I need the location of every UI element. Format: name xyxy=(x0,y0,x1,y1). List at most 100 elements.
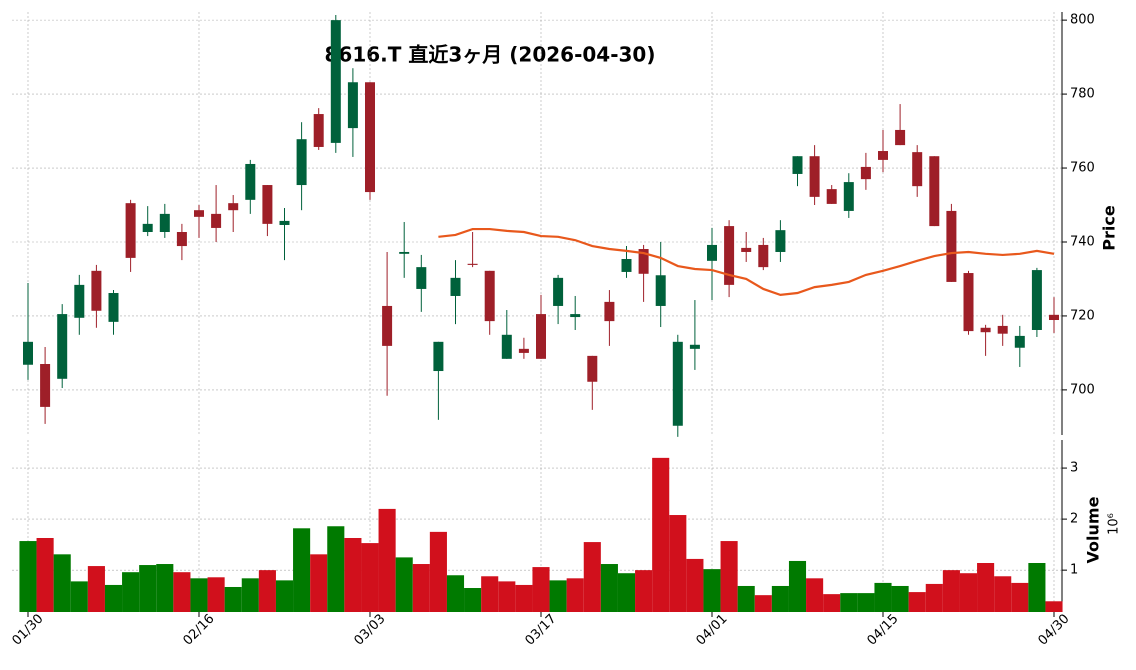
candle-body xyxy=(741,247,752,252)
volume-offset-label: 10⁶ xyxy=(1107,513,1122,535)
y-tick-label: 700 xyxy=(1070,382,1095,397)
y-tick-label: 760 xyxy=(1070,161,1095,176)
volume-bar xyxy=(1011,582,1029,612)
volume-bar xyxy=(994,576,1012,612)
volume-bar xyxy=(122,572,140,612)
candle-body xyxy=(724,226,735,285)
y-tick-label: 720 xyxy=(1070,308,1095,323)
x-tick-label: 04/01 xyxy=(693,611,730,648)
volume-bar xyxy=(840,593,858,612)
volume-bar xyxy=(652,457,670,612)
candle-body xyxy=(963,273,974,332)
candle-body xyxy=(501,334,512,359)
candle-body xyxy=(57,314,68,379)
volume-bar xyxy=(224,586,242,612)
volume-bar xyxy=(583,542,601,612)
volume-bar xyxy=(874,582,892,612)
candle-body xyxy=(484,270,495,322)
x-tick-label: 02/16 xyxy=(180,611,217,648)
candle-body xyxy=(40,364,51,407)
candle-body xyxy=(655,275,666,306)
volume-bar xyxy=(703,569,721,612)
moving-average-line xyxy=(438,227,1055,296)
y-tick-label: 740 xyxy=(1070,234,1095,249)
candle-body xyxy=(74,284,85,318)
candle-body xyxy=(860,166,871,180)
y-tick-label: 800 xyxy=(1070,13,1095,28)
candle-body xyxy=(228,203,239,211)
candle-body xyxy=(792,156,803,174)
candle-body xyxy=(587,355,598,382)
volume-bar xyxy=(446,575,465,612)
chart-title: 8616.T 直近3ヶ月 (2026-04-30) xyxy=(325,43,656,67)
candle-body xyxy=(843,182,854,211)
candle-body xyxy=(142,223,153,233)
volume-bar xyxy=(891,585,909,612)
candle-body xyxy=(946,210,957,282)
y-tick-label: 3 xyxy=(1070,461,1078,476)
candle-body xyxy=(638,249,649,274)
candle-body xyxy=(279,220,290,225)
candle-body xyxy=(707,244,717,261)
volume-bar xyxy=(908,592,926,612)
x-tick-label: 03/03 xyxy=(351,611,388,648)
candle-body xyxy=(826,189,837,204)
volume-bar xyxy=(327,526,345,612)
candle-body xyxy=(1031,270,1042,330)
candle-body xyxy=(518,348,529,353)
volume-bar xyxy=(104,584,123,612)
volume-bar xyxy=(977,563,995,612)
candle-body xyxy=(433,341,444,372)
volume-bar xyxy=(532,567,550,612)
x-tick-label: 04/15 xyxy=(864,611,901,648)
volume-bar xyxy=(293,528,311,612)
volume-bar xyxy=(617,573,636,612)
volume-bar xyxy=(754,595,772,612)
candle-body xyxy=(91,270,102,311)
volume-bar xyxy=(53,554,71,612)
volume-bar xyxy=(241,578,259,612)
x-tick-label: 01/30 xyxy=(9,611,46,648)
candle-body xyxy=(211,213,222,228)
volume-bar xyxy=(139,565,157,612)
volume-bar xyxy=(635,570,653,612)
y-tick-label: 2 xyxy=(1070,512,1078,527)
candle-body xyxy=(536,314,546,359)
volume-bar xyxy=(36,537,54,612)
volume-bar xyxy=(361,543,379,612)
candle-body xyxy=(672,341,683,426)
candle-body xyxy=(912,152,923,187)
candle-body xyxy=(809,156,820,197)
candle-body xyxy=(416,267,427,289)
candle-body xyxy=(194,210,204,217)
candle-body xyxy=(176,232,187,247)
volume-bar xyxy=(19,541,37,612)
volume-bar xyxy=(429,531,447,612)
volume-bar xyxy=(190,578,208,612)
volume-bar xyxy=(686,558,704,612)
volume-bar xyxy=(87,566,105,612)
candle-body xyxy=(330,20,341,143)
candle-body xyxy=(245,163,256,200)
candle-body xyxy=(365,82,375,193)
volume-bar xyxy=(173,572,191,612)
x-tick-label: 04/30 xyxy=(1035,611,1072,648)
volume-bar xyxy=(412,564,430,612)
volume-bar xyxy=(515,584,533,612)
candle-body xyxy=(262,185,273,224)
candle-body xyxy=(570,314,581,318)
candle-body xyxy=(347,82,358,129)
volume-bar xyxy=(823,594,841,612)
y-tick-label: 1 xyxy=(1070,563,1078,578)
volume-bar xyxy=(942,570,960,612)
x-tick-label: 03/17 xyxy=(522,611,559,648)
candle-body xyxy=(23,341,33,365)
volume-bar xyxy=(771,585,789,612)
candle-body xyxy=(313,114,324,147)
volume-bar xyxy=(378,508,396,612)
volume-bar xyxy=(925,583,943,612)
volume-bar xyxy=(720,541,738,612)
candle-body xyxy=(159,213,170,233)
candle-body xyxy=(929,156,940,227)
